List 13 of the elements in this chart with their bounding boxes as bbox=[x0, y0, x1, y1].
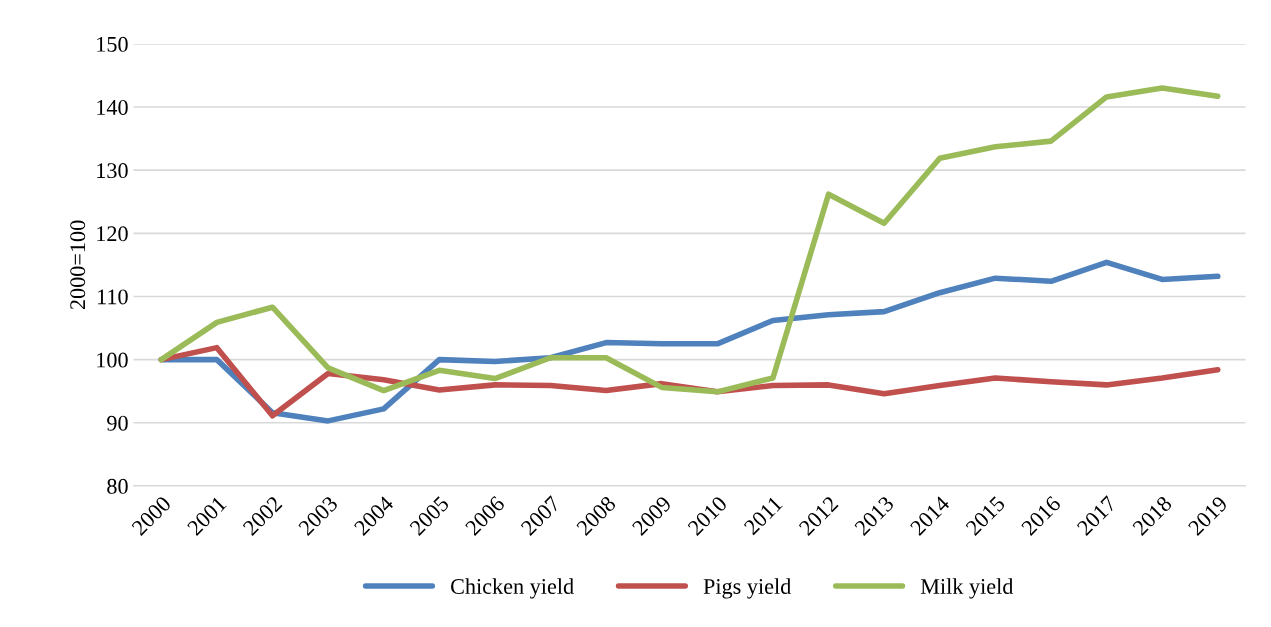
y-tick-label: 80 bbox=[107, 478, 128, 494]
legend-label: Pigs yield bbox=[703, 578, 792, 599]
y-tick-label: 90 bbox=[107, 415, 128, 431]
y-tick-label: 110 bbox=[98, 289, 128, 305]
y-tick-label: 150 bbox=[97, 36, 128, 52]
y-axis-title: 2000=100 bbox=[70, 220, 86, 310]
legend-label: Milk yield bbox=[920, 578, 1014, 599]
y-tick-label: 130 bbox=[97, 163, 128, 179]
y-tick-label: 120 bbox=[97, 226, 128, 242]
legend-label: Chicken yield bbox=[450, 578, 574, 599]
x-tick-label: 2011 bbox=[743, 495, 784, 536]
y-tick-label: 100 bbox=[97, 352, 128, 368]
y-tick-label: 140 bbox=[97, 99, 128, 115]
